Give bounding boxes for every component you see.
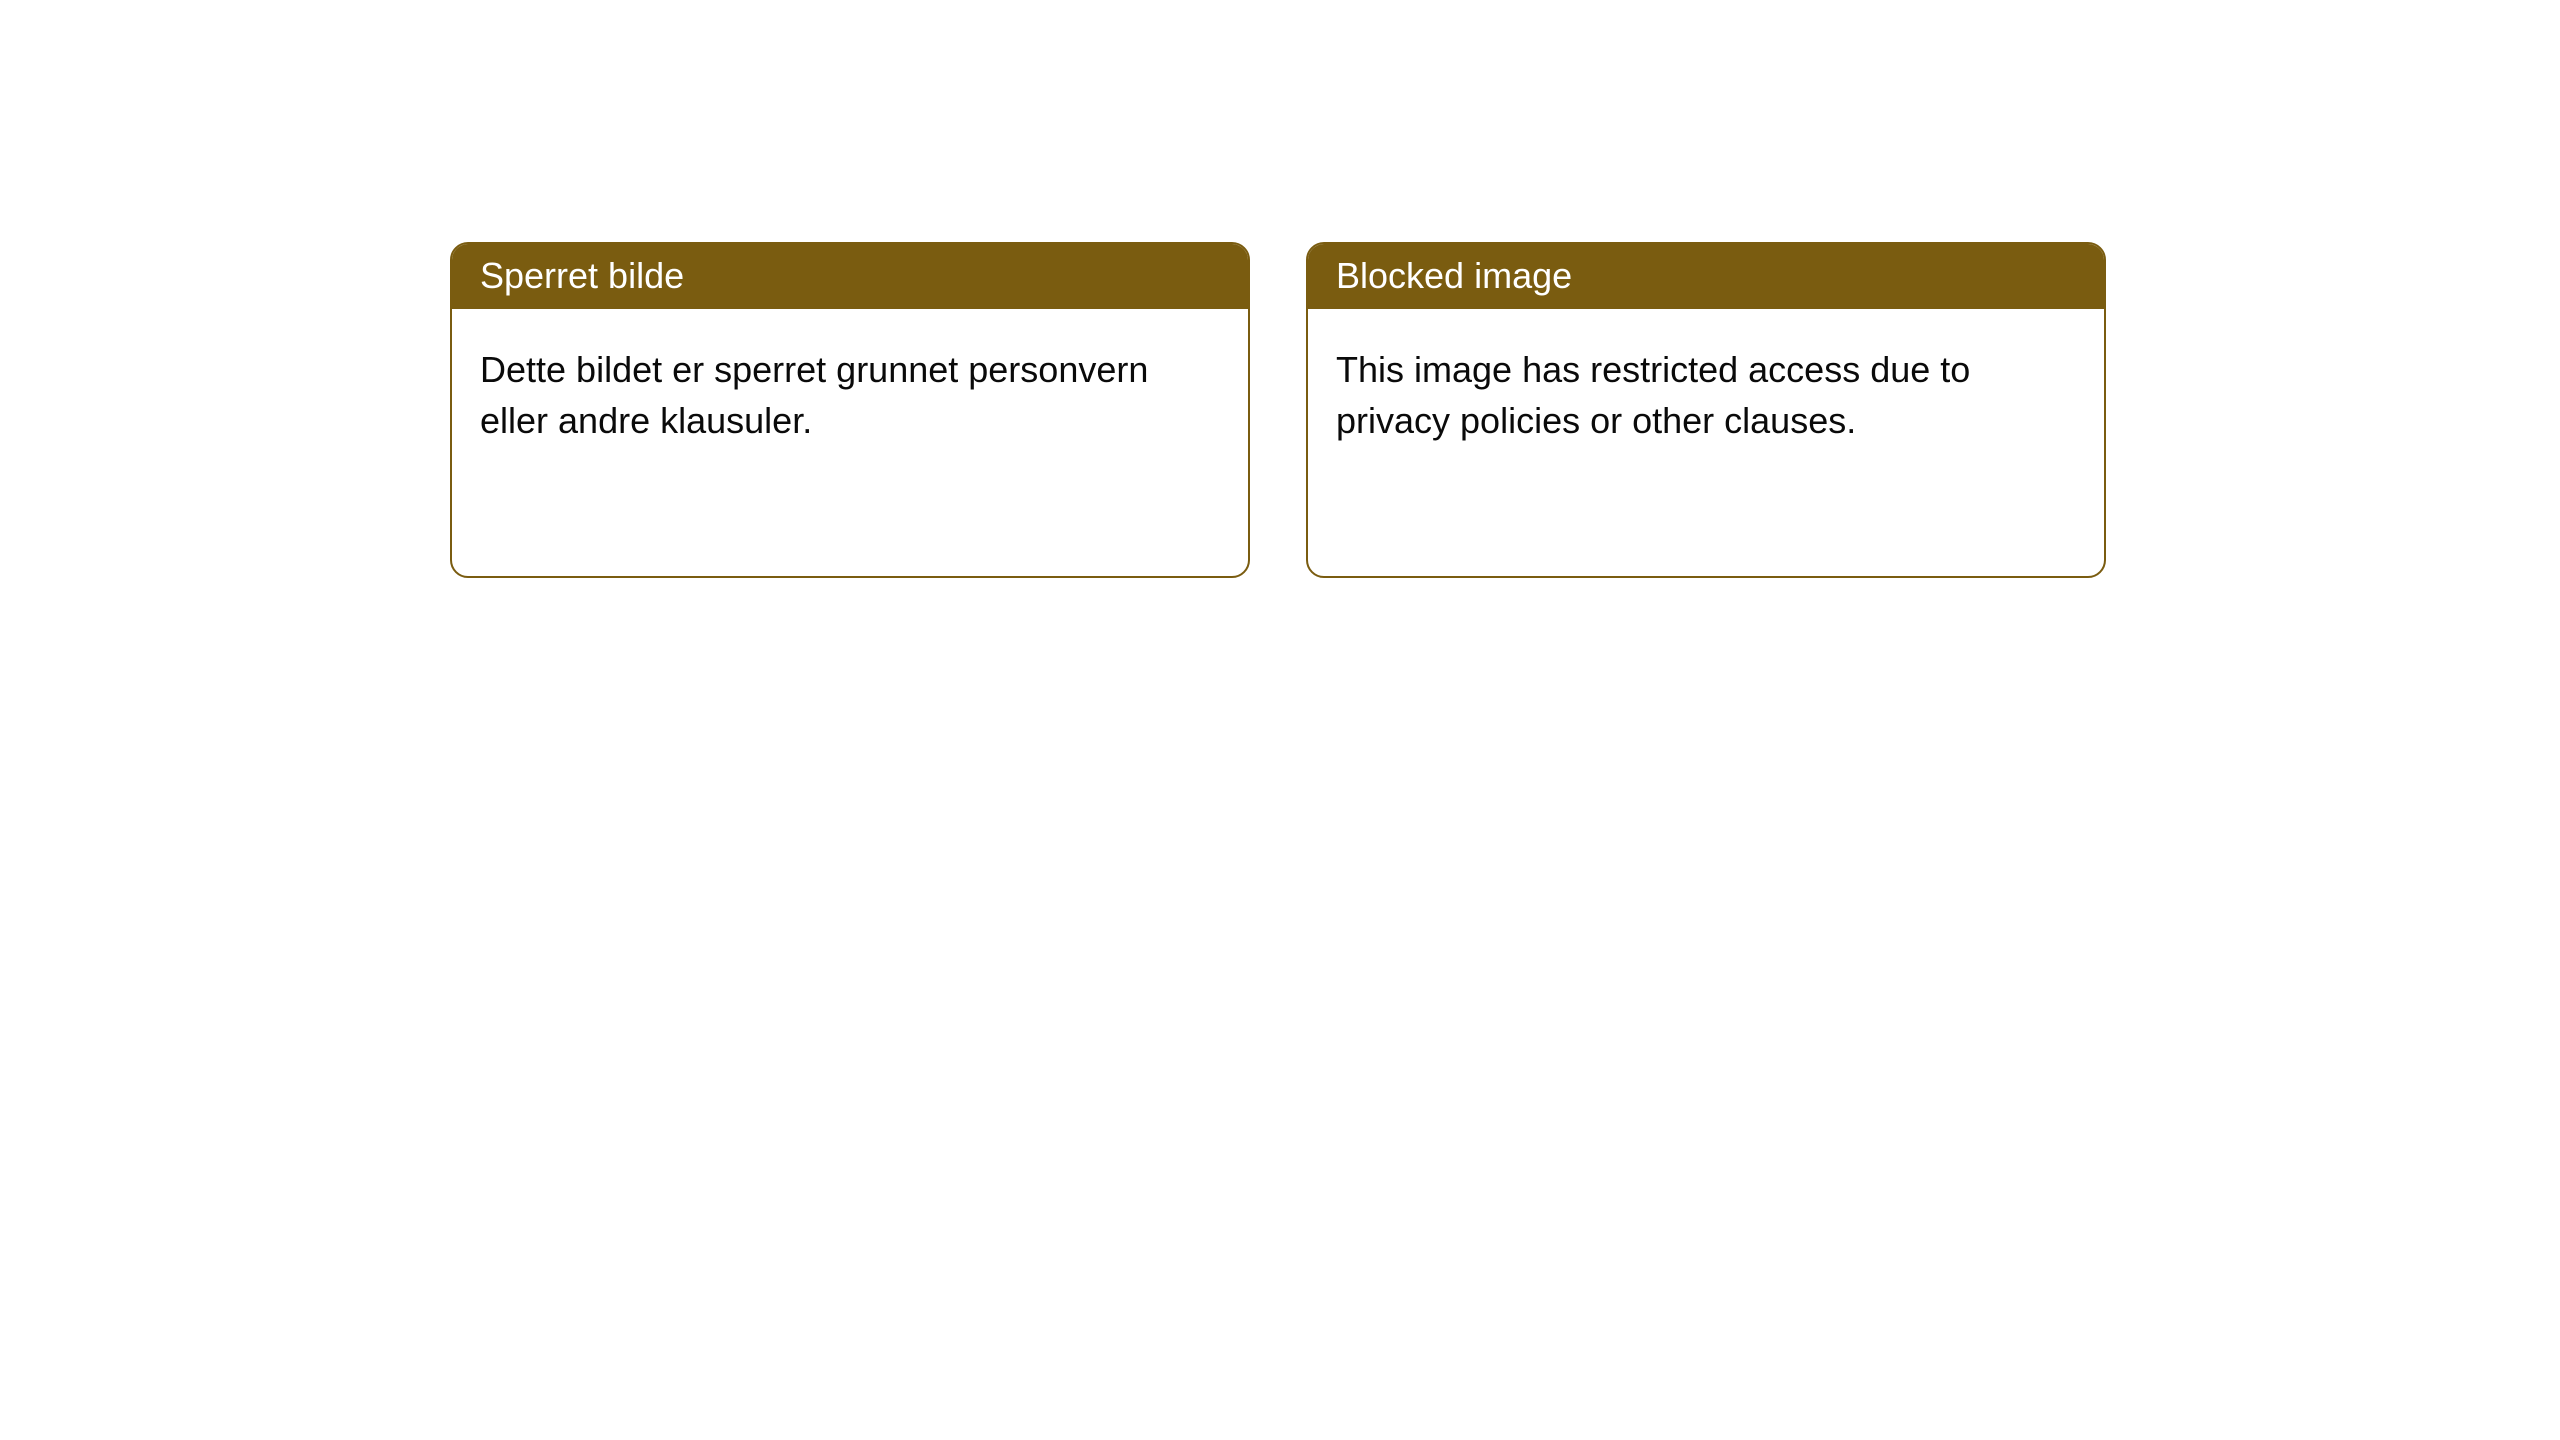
card-header-no: Sperret bilde bbox=[452, 244, 1248, 309]
card-body-en: This image has restricted access due to … bbox=[1308, 309, 2104, 474]
blocked-image-card-en: Blocked image This image has restricted … bbox=[1306, 242, 2106, 578]
notice-container: Sperret bilde Dette bildet er sperret gr… bbox=[0, 0, 2560, 578]
card-body-no: Dette bildet er sperret grunnet personve… bbox=[452, 309, 1248, 474]
card-header-en: Blocked image bbox=[1308, 244, 2104, 309]
blocked-image-card-no: Sperret bilde Dette bildet er sperret gr… bbox=[450, 242, 1250, 578]
